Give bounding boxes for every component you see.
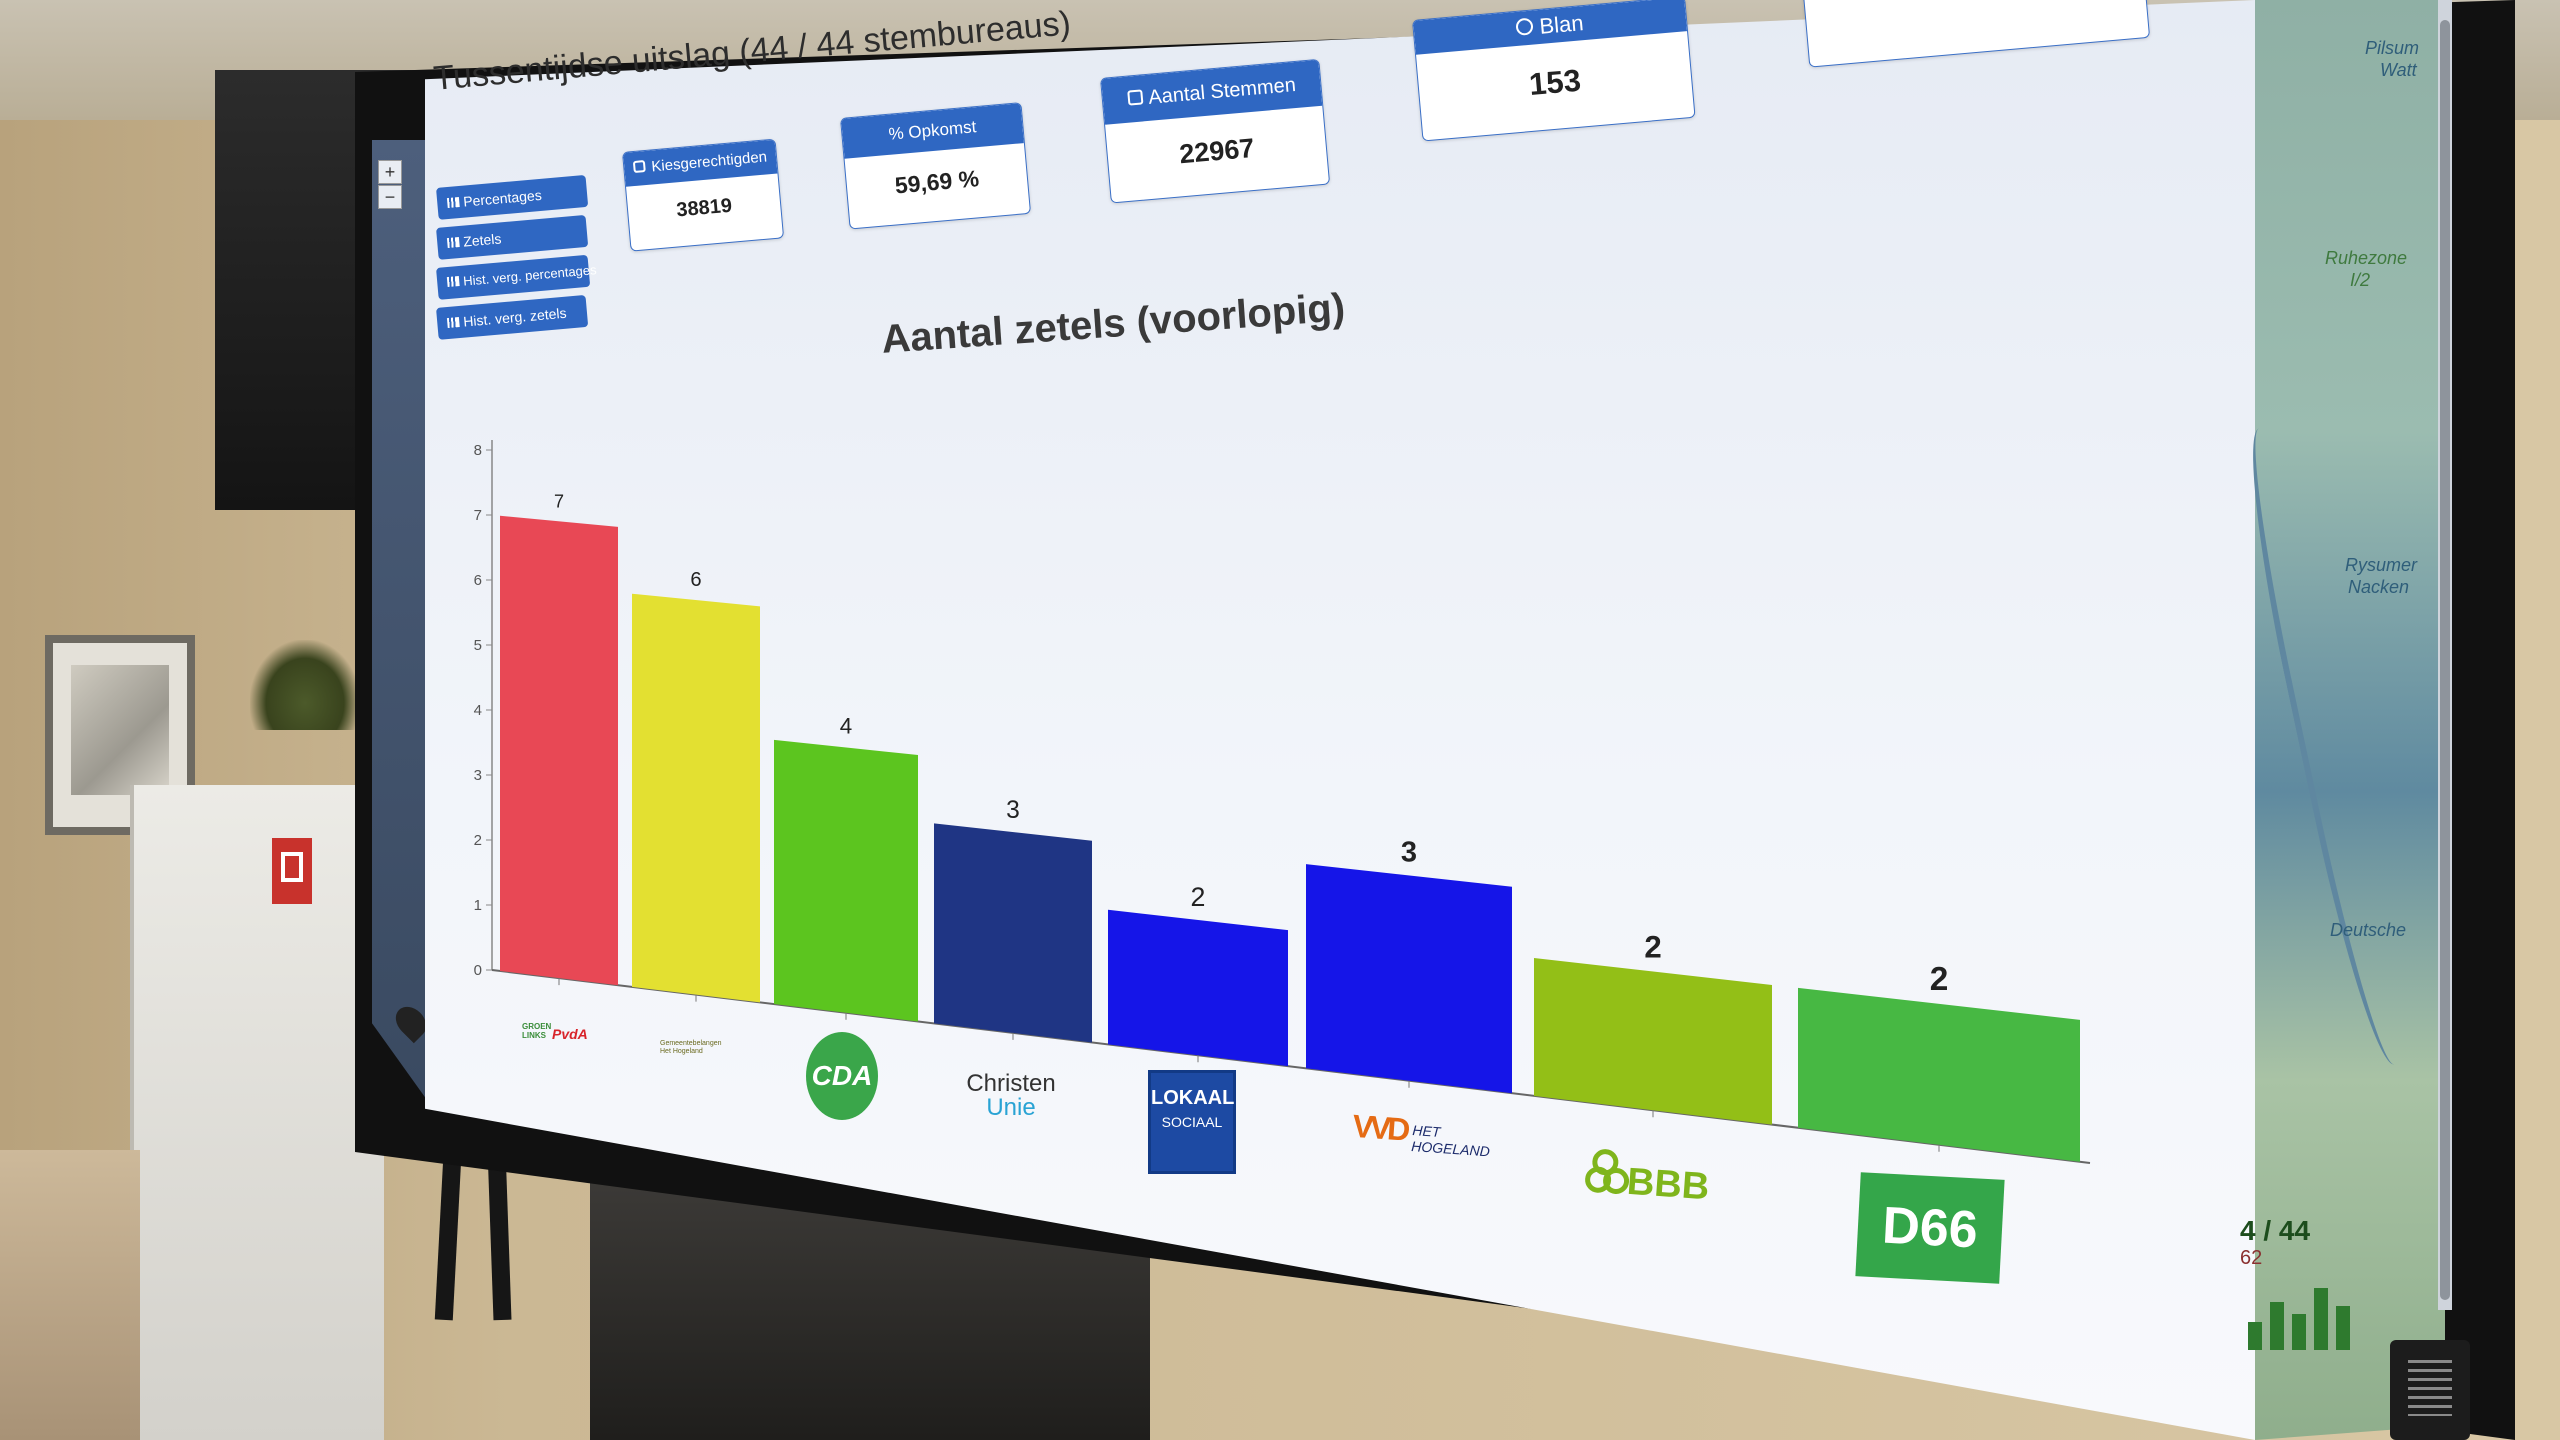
logo-text: Christen: [966, 1070, 1056, 1097]
zoom-in-button[interactable]: +: [378, 160, 402, 184]
side-handle: [2390, 1340, 2470, 1440]
bar-5[interactable]: [1108, 909, 1288, 1067]
logo-gemeentebelangen: Gemeentebelangen Het Hogeland: [660, 1040, 722, 1055]
bar-1[interactable]: [500, 515, 618, 986]
map-label: Pilsum: [2365, 38, 2420, 58]
bar-value-label: 2: [1191, 882, 1206, 912]
logo-text: BBB: [1625, 1160, 1711, 1209]
y-tick-label: 1: [474, 897, 482, 914]
wall-picture-image: [71, 665, 169, 795]
logo-text: LOKAAL: [1151, 1087, 1235, 1109]
bar-value-label: 6: [690, 569, 701, 591]
bar-7[interactable]: [1534, 958, 1772, 1125]
bar-6[interactable]: [1306, 864, 1512, 1094]
bar-2[interactable]: [632, 593, 760, 1003]
bar-value-label: 4: [840, 713, 852, 738]
logo-text: HET HOGELAND: [1410, 1122, 1491, 1160]
logo-cda: CDA: [806, 1032, 878, 1120]
bar-value-label: 7: [554, 491, 564, 511]
fire-hose-sign: [272, 838, 312, 904]
logo-text: Unie: [986, 1094, 1036, 1121]
map-label: Deutsche: [2330, 920, 2407, 940]
map-bar-icon: [2248, 1280, 2368, 1350]
logo-text: GROEN LINKS: [522, 1022, 552, 1040]
y-tick-label: 6: [474, 572, 482, 589]
plant: [250, 640, 360, 730]
zoom-out-button[interactable]: −: [378, 185, 402, 209]
map-sub-counter: 62: [2240, 1247, 2263, 1269]
map-label: Ruhezone: [2325, 248, 2408, 268]
y-tick-label: 8: [474, 442, 482, 459]
map-label: Watt: [2380, 60, 2417, 80]
x-axis: [491, 969, 2091, 1164]
y-tick-label: 5: [474, 637, 482, 654]
desk: [0, 1150, 140, 1440]
bar-value-label: 3: [1006, 797, 1020, 824]
bar-4[interactable]: [934, 823, 1092, 1043]
y-tick-label: 0: [474, 962, 482, 979]
cabinet: [130, 785, 384, 1440]
map-label: Nacken: [2348, 577, 2410, 597]
bar-3[interactable]: [774, 739, 918, 1022]
bar-value-label: 2: [1930, 961, 1949, 998]
logo-lokaal-sociaal: LOKAAL SOCIAAL: [1148, 1070, 1236, 1174]
logo-text: SOCIAAL: [1161, 1114, 1223, 1130]
logo-bbb: BBB: [1583, 1144, 1711, 1222]
y-tick-label: 3: [474, 767, 482, 784]
logo-text: PvdA: [552, 1026, 588, 1042]
y-tick-label: 2: [474, 832, 482, 849]
bar-value-label: 2: [1644, 930, 1661, 965]
logo-christenunie: Christen Unie: [966, 1072, 1056, 1120]
map-counter: 4 / 44: [2240, 1215, 2311, 1246]
map-view[interactable]: [2255, 0, 2445, 1440]
clover-icon: [1584, 1148, 1630, 1201]
bar-8[interactable]: [1798, 987, 2080, 1162]
bar-value-label: 3: [1401, 836, 1417, 868]
logo-vvd-het-hogeland: VVD HET HOGELAND: [1350, 1108, 1490, 1166]
map-left-toolbar: [372, 140, 427, 1100]
y-tick-label: 7: [474, 507, 482, 524]
map-label: I/2: [2350, 270, 2371, 290]
logo-groenlinks-pvda: GROEN LINKS PvdA: [522, 1022, 594, 1050]
map-label: Rysumer: [2345, 555, 2418, 575]
y-tick-label: 4: [474, 702, 482, 719]
scrollbar[interactable]: [2438, 0, 2452, 1310]
logo-d66: D66: [1855, 1172, 2005, 1284]
